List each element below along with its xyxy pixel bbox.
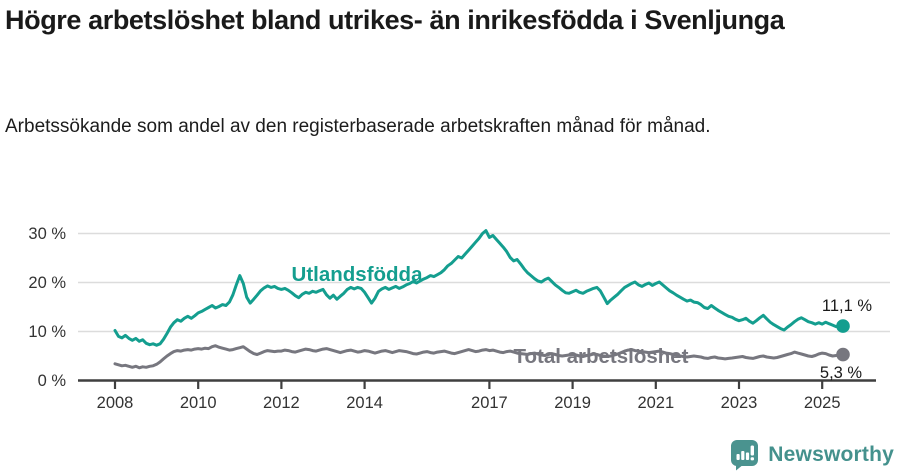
series-end-value-utlandsfodda: 11,1 % [822,297,872,315]
series-end-dot-utlandsfodda [836,319,850,333]
x-tick-label: 2021 [637,394,674,412]
x-tick-label: 2008 [97,394,134,412]
y-tick-label: 30 % [28,225,66,243]
y-tick-label: 20 % [28,274,66,292]
page-title: Högre arbetslöshet bland utrikes- än inr… [5,5,785,35]
x-tick-label: 2012 [263,394,300,412]
series-end-value-total: 5,3 % [820,364,863,382]
series-label-total: Total arbetslöshet [513,345,688,368]
newsworthy-wordmark: Newsworthy [768,443,894,466]
newsworthy-logo-icon [731,440,759,471]
y-tick-label: 10 % [28,323,66,341]
series-line-utlandsfodda [113,229,845,347]
x-tick-label: 2014 [346,394,383,412]
x-tick-label: 2023 [721,394,758,412]
series-label-utlandsfodda: Utlandsfödda [292,263,424,286]
x-tick-label: 2010 [180,394,217,412]
header: Högre arbetslöshet bland utrikes- än inr… [5,2,865,40]
newsworthy-logo: Newsworthy [730,439,894,471]
x-tick-label: 2019 [554,394,591,412]
x-tick-label: 2017 [471,394,508,412]
x-tick-label: 2025 [804,394,841,412]
series-end-dot-total [836,347,850,362]
chart-subtitle: Arbetssökande som andel av den registerb… [5,116,711,137]
series-line-total [113,344,845,370]
y-tick-label: 0 % [38,372,67,390]
